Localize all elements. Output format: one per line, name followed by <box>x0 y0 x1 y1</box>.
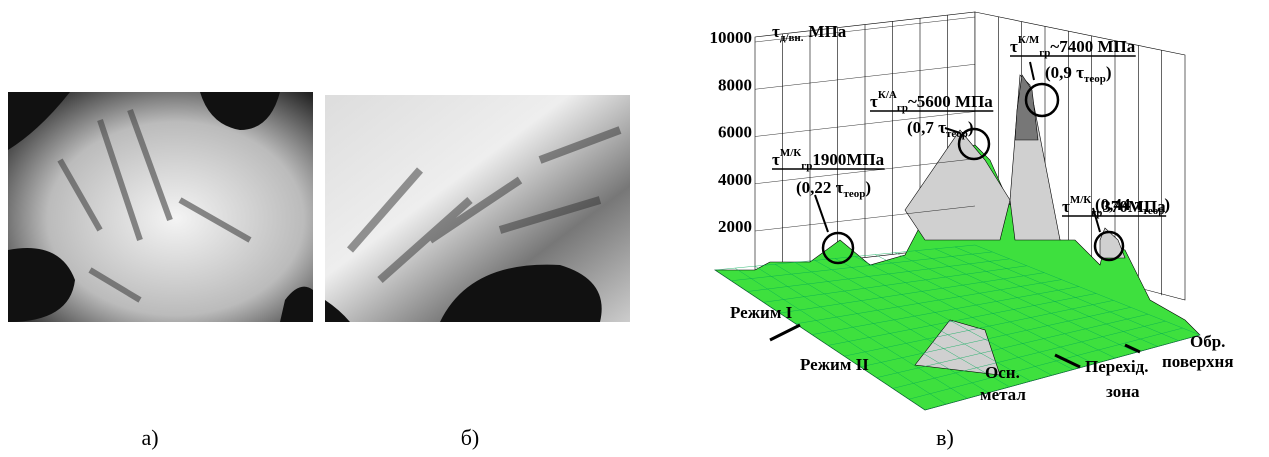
symbol: τ <box>772 22 780 41</box>
symbol: τ <box>870 92 878 111</box>
figure: 100008000600040002000 τд/вн.МПа τМ/Кгр19… <box>0 0 1269 457</box>
axis-label: Перехід. <box>1085 357 1149 376</box>
close: ) <box>968 118 974 137</box>
superscript: К/А <box>878 89 897 101</box>
close: ) <box>865 178 871 197</box>
subscript: теор <box>844 188 866 200</box>
subscript: д/вн. <box>780 32 804 44</box>
superscript: К/М <box>1018 34 1040 46</box>
subscript: теор <box>1084 73 1106 85</box>
caption: в) <box>936 425 954 450</box>
axis-label: зона <box>1106 382 1140 401</box>
symbol: τ <box>1010 37 1018 56</box>
axis-label: метал <box>980 385 1026 404</box>
axis-label: Обр. <box>1190 332 1225 351</box>
superscript: М/К <box>1070 194 1091 206</box>
y-tick-label: 6000 <box>718 123 752 142</box>
superscript: М/К <box>780 147 801 159</box>
y-axis-label: τд/вн. МПа <box>772 22 847 44</box>
subscript: гр <box>897 102 908 114</box>
y-tick-label: 8000 <box>718 75 752 94</box>
y-tick-label: 2000 <box>718 217 752 236</box>
caption: а) <box>141 425 158 450</box>
axis-label: Режим I <box>730 303 793 322</box>
y-tick-label: 4000 <box>718 170 752 189</box>
micrograph-b <box>325 95 630 322</box>
value: ~5600 МПа <box>908 92 993 111</box>
ratio: (0,44 τ <box>1095 195 1143 214</box>
unit: МПа <box>809 22 847 41</box>
subscript: гр <box>801 160 812 172</box>
close: ) <box>1106 63 1112 82</box>
subscript: теор <box>946 128 968 140</box>
axis-label: Осн. <box>985 363 1020 382</box>
close: ) <box>1164 195 1170 214</box>
axis-label: Режим II <box>800 355 869 374</box>
symbol: τ <box>1062 197 1070 216</box>
ratio: (0,22 τ <box>796 178 844 197</box>
value: 1900МПа <box>812 150 884 169</box>
micrograph-a <box>8 92 313 322</box>
ratio: (0,7 τ <box>907 118 946 137</box>
subscript: гр <box>1039 47 1050 59</box>
symbol: τ <box>772 150 780 169</box>
axis-label: поверхня <box>1162 352 1234 371</box>
value: ~7400 МПа <box>1050 37 1135 56</box>
subscript: теор <box>1143 205 1165 217</box>
ratio: (0,9 τ <box>1045 63 1084 82</box>
caption: б) <box>461 425 480 450</box>
y-tick-label: 10000 <box>710 28 753 47</box>
